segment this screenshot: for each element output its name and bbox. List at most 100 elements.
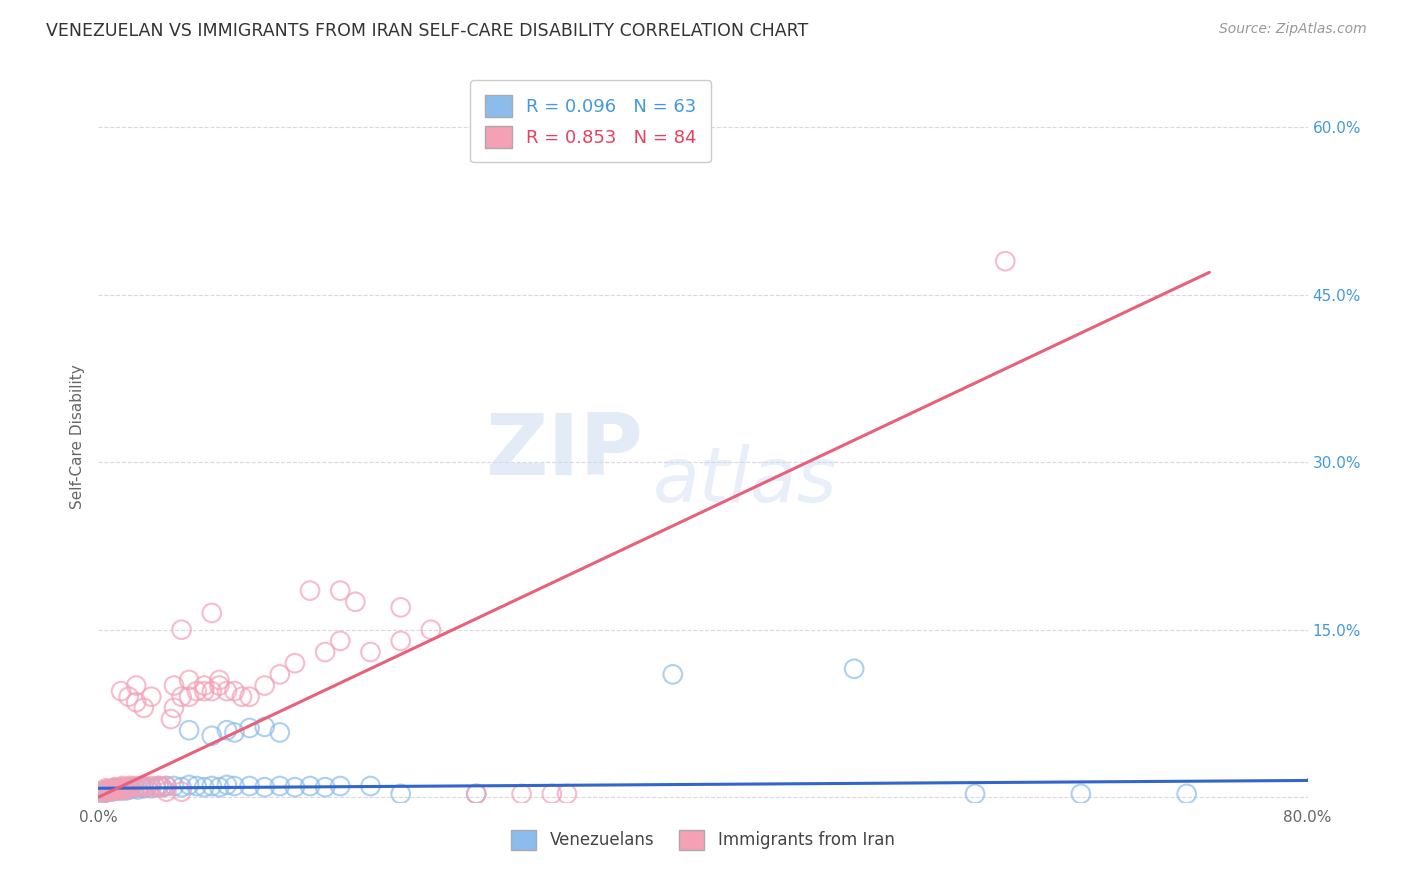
Point [111,779,134,793]
Point [360,645,382,659]
Point [118,690,141,704]
Point [103,781,125,796]
Point [141,781,163,796]
Point [104,782,127,797]
Point [163,679,186,693]
Point [112,782,135,797]
Point [129,780,152,794]
Point [124,781,146,796]
Point [186,779,208,793]
Point [155,779,177,793]
Point [994,254,1017,268]
Point [224,725,246,739]
Point [269,667,291,681]
Point [215,723,238,738]
Point [239,721,262,735]
Point [231,690,253,704]
Point [148,779,170,793]
Point [103,781,125,796]
Point [186,684,208,698]
Point [125,679,148,693]
Point [201,729,224,743]
Point [111,781,134,796]
Point [329,583,352,598]
Point [661,667,683,681]
Point [90,784,112,798]
Point [510,787,533,801]
Point [91,787,114,801]
Point [155,779,177,793]
Point [118,781,141,796]
Point [127,782,149,797]
Point [93,783,115,797]
Point [121,780,143,794]
Text: VENEZUELAN VS IMMIGRANTS FROM IRAN SELF-CARE DISABILITY CORRELATION CHART: VENEZUELAN VS IMMIGRANTS FROM IRAN SELF-… [46,22,808,40]
Point [114,783,136,797]
Point [844,662,866,676]
Point [344,595,367,609]
Point [201,606,224,620]
Point [107,781,129,796]
Point [420,623,443,637]
Point [193,780,215,794]
Point [201,684,224,698]
Point [193,684,215,698]
Point [965,787,987,801]
Text: Source: ZipAtlas.com: Source: ZipAtlas.com [1219,22,1367,37]
Point [314,780,336,794]
Point [141,690,163,704]
Point [465,787,488,801]
Text: atlas: atlas [652,444,838,518]
Point [118,781,141,796]
Point [389,787,412,801]
Point [94,781,117,796]
Point [100,784,122,798]
Point [299,583,322,598]
Point [125,695,148,709]
Point [215,684,238,698]
Point [150,780,173,794]
Point [96,782,118,797]
Point [269,779,291,793]
Point [105,782,128,797]
Point [132,701,155,715]
Point [145,780,167,794]
Point [115,780,138,794]
Point [208,780,231,794]
Point [98,783,121,797]
Point [127,780,149,794]
Point [135,780,157,794]
Point [179,690,201,704]
Point [389,600,412,615]
Point [253,720,276,734]
Point [101,784,124,798]
Point [110,783,132,797]
Legend: Venezuelans, Immigrants from Iran: Venezuelans, Immigrants from Iran [505,823,901,856]
Point [215,778,238,792]
Point [314,645,336,659]
Point [120,782,142,797]
Point [555,787,578,801]
Point [465,787,488,801]
Point [389,633,412,648]
Point [110,684,132,698]
Point [124,779,146,793]
Point [93,786,115,800]
Point [224,779,246,793]
Point [253,780,276,794]
Point [104,780,127,794]
Point [112,781,135,796]
Point [100,783,122,797]
Point [179,723,201,738]
Point [150,780,173,794]
Point [160,712,183,726]
Point [239,690,262,704]
Point [91,786,114,800]
Point [105,783,128,797]
Point [121,780,143,794]
Point [94,783,117,797]
Point [101,782,124,797]
Point [170,784,193,798]
Point [193,679,215,693]
Point [108,782,131,797]
